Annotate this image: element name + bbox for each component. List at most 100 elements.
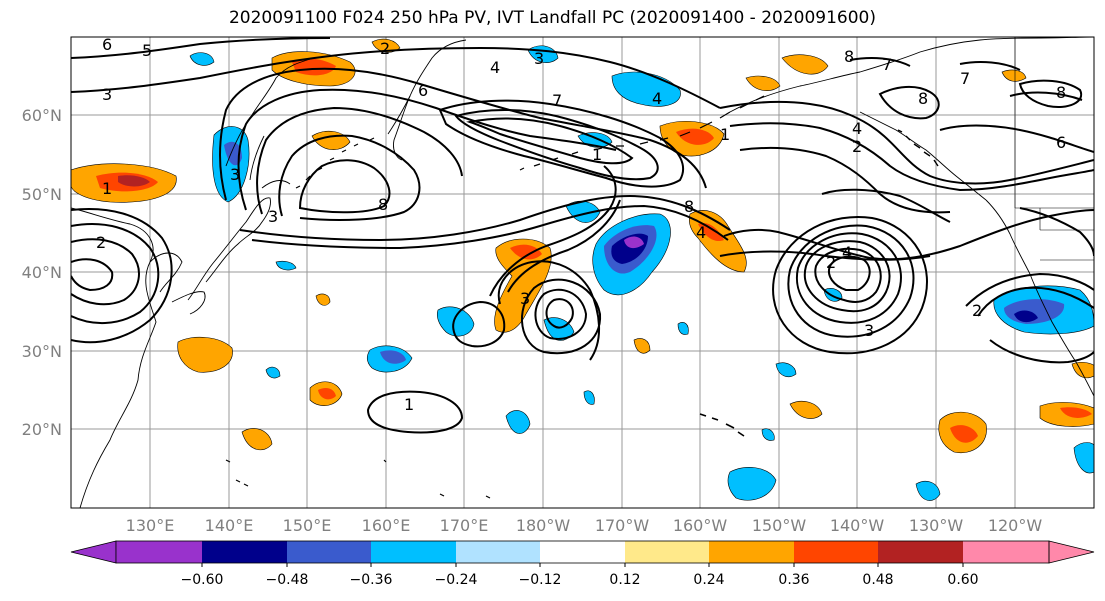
- colorbar-bin: [540, 541, 625, 563]
- contour-label: 4: [852, 119, 862, 138]
- pv-negative-blob: [915, 481, 941, 501]
- colorbar-bin: [116, 541, 202, 563]
- pv-negative-extreme: [624, 236, 644, 249]
- pv-anomaly-fill: [71, 38, 1094, 501]
- pv-positive-core: [510, 244, 542, 260]
- colorbar-bin: [287, 541, 371, 563]
- colorbar-bin: [878, 541, 963, 563]
- contour-label: 8: [378, 195, 388, 214]
- pv-negative-blob: [583, 390, 595, 405]
- pv-positive-blob: [781, 54, 829, 75]
- pv-negative-core: [380, 350, 406, 364]
- contour-label: 6: [1056, 133, 1066, 152]
- contour-label: 8: [684, 197, 694, 216]
- pv-positive-core: [698, 222, 724, 242]
- pv-negative-blob: [761, 428, 775, 441]
- pv-positive-core: [950, 425, 978, 443]
- pv-positive-core: [676, 128, 714, 145]
- map-frame: [70, 36, 1095, 509]
- contour-label: 1: [102, 179, 112, 198]
- pv-negative-blob: [265, 366, 281, 379]
- pv-negative-blob: [1073, 442, 1094, 474]
- colorbar-tick-label: 0.60: [947, 572, 978, 588]
- pv-positive-blob: [745, 75, 781, 91]
- colorbar-tick-label: −0.36: [350, 572, 393, 588]
- colorbar-bin: [371, 541, 456, 563]
- colorbar-tick-label: 0.12: [609, 572, 640, 588]
- contour-labels: 6 5 4 2 3 3 4 6 7 8 8 7 7 8 8 4 2 6 3 1 …: [96, 35, 1066, 414]
- contour-label: 1: [720, 125, 730, 144]
- colorbar-tick-label: −0.48: [266, 572, 309, 588]
- contour-label: 1: [404, 395, 414, 414]
- pv-positive-core: [118, 175, 150, 187]
- contour-label: 3: [268, 207, 278, 226]
- contour-label: 8: [918, 89, 928, 108]
- lon-label: 150°W: [752, 516, 807, 535]
- contour-label: 3: [520, 289, 530, 308]
- contour-label: 3: [102, 85, 112, 104]
- pv-positive-core: [1060, 407, 1092, 418]
- pv-positive-core: [292, 58, 336, 76]
- contour-label: 8: [1056, 83, 1066, 102]
- pv-positive-core: [318, 388, 336, 400]
- lon-label: 120°W: [988, 516, 1043, 535]
- colorbar-bin: [963, 541, 1049, 563]
- colorbar-tick-label: −0.60: [181, 572, 224, 588]
- pv-negative-blob: [677, 322, 689, 335]
- lat-label: 30°N: [22, 342, 62, 361]
- map-title: 2020091100 F024 250 hPa PV, IVT Landfall…: [228, 8, 876, 28]
- pv-negative-blob: [775, 362, 797, 377]
- contour-label: 4: [652, 89, 662, 108]
- colorbar-extend-low: [70, 540, 117, 564]
- contour-label: 4: [842, 243, 852, 262]
- colorbar-bin: [456, 541, 540, 563]
- pv-negative-blob: [275, 260, 297, 271]
- pv-negative-blob: [727, 467, 777, 501]
- contour-label: 3: [230, 165, 240, 184]
- colorbar-tick-label: 0.24: [693, 572, 724, 588]
- pv-positive-blob: [241, 428, 273, 451]
- colorbar-bin: [625, 541, 709, 563]
- pv-positive-blob: [177, 336, 233, 373]
- contour-label: 3: [534, 49, 544, 68]
- colorbar-tick-label: −0.24: [435, 572, 478, 588]
- lon-label: 160°W: [673, 516, 728, 535]
- contour-label: 5: [142, 41, 152, 60]
- contour-label: 7: [960, 69, 970, 88]
- colorbar-tick-label: 0.36: [778, 572, 809, 588]
- latitude-labels: 20°N 30°N 40°N 50°N 60°N: [22, 106, 62, 439]
- contour-label: 2: [826, 253, 836, 272]
- contour-label: 7: [882, 55, 892, 74]
- colorbar: −0.60 −0.48 −0.36 −0.24 −0.12 0.12 0.24 …: [70, 540, 1095, 588]
- colorbar-bin: [202, 541, 287, 563]
- lon-label: 130°W: [909, 516, 964, 535]
- contour-label: 3: [864, 321, 874, 340]
- lon-label: 170°E: [440, 516, 489, 535]
- pv-negative-blob: [436, 306, 475, 337]
- pv-contours: [71, 37, 1094, 434]
- contour-label: 6: [102, 35, 112, 54]
- pv-negative-core: [1014, 310, 1038, 323]
- lon-label: 170°W: [595, 516, 650, 535]
- pv-positive-blob: [633, 338, 651, 354]
- longitude-labels: 130°E 140°E 150°E 160°E 170°E 180°W 170°…: [126, 516, 1043, 535]
- contour-label: 2: [380, 39, 390, 58]
- pv-positive-blob: [1071, 362, 1094, 379]
- lon-label: 180°W: [516, 516, 571, 535]
- pv-negative-blob: [505, 410, 531, 434]
- contour-label: 4: [696, 223, 706, 242]
- lon-label: 150°E: [283, 516, 332, 535]
- contour-label: 6: [418, 81, 428, 100]
- contour-label: 7: [552, 91, 562, 110]
- lat-label: 50°N: [22, 185, 62, 204]
- pv-positive-blob: [371, 38, 401, 53]
- contour-label: 2: [972, 301, 982, 320]
- colorbar-bin: [794, 541, 878, 563]
- lat-label: 60°N: [22, 106, 62, 125]
- contour-label: 1: [592, 145, 602, 164]
- lat-label: 20°N: [22, 420, 62, 439]
- pv-positive-blob: [315, 293, 331, 306]
- pv-positive-blob: [1001, 69, 1027, 82]
- contour-label: 8: [844, 47, 854, 66]
